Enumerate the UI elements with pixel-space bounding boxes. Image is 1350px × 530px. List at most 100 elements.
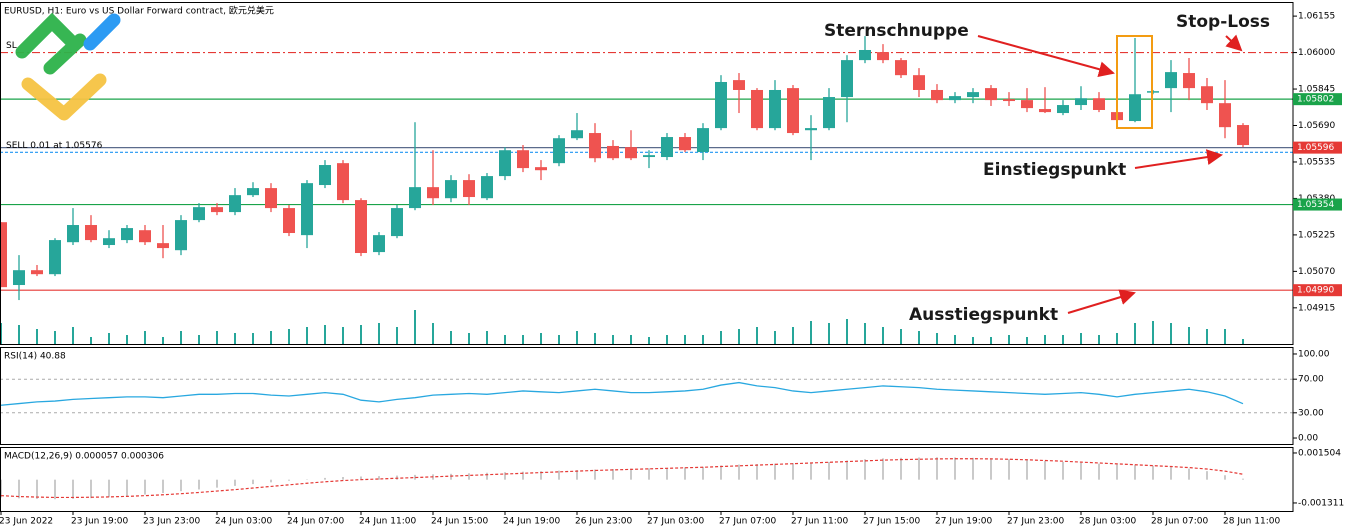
annotation: Sternschnuppe [824, 21, 969, 41]
candle-body [463, 180, 475, 198]
panel-title: MACD(12,26,9) 0.000057 0.000306 [4, 452, 164, 462]
x-tick-label: 23 Jun 19:00 [71, 517, 128, 527]
volume-bar [648, 337, 650, 345]
candle-body [283, 208, 295, 234]
candle-body [0, 222, 7, 288]
volume-bar [378, 323, 380, 345]
candle-body [913, 75, 925, 90]
candle-body [1021, 100, 1033, 109]
y-tick-label: 70.00 [1298, 375, 1324, 385]
x-tick-label: 28 Jun 03:00 [1079, 517, 1136, 527]
candle-body [949, 96, 961, 101]
x-tick-label: 27 Jun 19:00 [935, 517, 992, 527]
volume-bar [1134, 323, 1136, 345]
candle-body [139, 230, 151, 243]
volume-bar [972, 337, 974, 345]
volume-bar [612, 335, 614, 345]
annotation: Stop-Loss [1176, 12, 1270, 32]
candle-body [481, 176, 493, 199]
x-tick-label: 23 Jun 23:00 [143, 517, 200, 527]
candle-body [157, 243, 169, 249]
volume-bar [180, 331, 182, 345]
volume-bar [54, 331, 56, 345]
volume-bar [1098, 335, 1100, 345]
candle-body [1237, 125, 1249, 146]
volume-bar [36, 329, 38, 345]
volume-bar [1242, 339, 1244, 345]
candle-body [571, 130, 583, 139]
candle-body [1201, 86, 1213, 104]
x-tick-label: 23 Jun 2022 [0, 517, 53, 527]
y-tick-label: 1.04915 [1298, 303, 1335, 313]
volume-bar [486, 331, 488, 345]
candle-body [103, 238, 115, 246]
volume-bar [702, 335, 704, 345]
candle-body [445, 180, 457, 199]
candle-body [679, 137, 691, 151]
candle-body [715, 81, 727, 129]
x-tick-label: 24 Jun 11:00 [359, 517, 416, 527]
candle-body [121, 228, 133, 241]
volume-bar [342, 327, 344, 345]
volume-bar [468, 333, 470, 345]
candle-body [1057, 105, 1069, 114]
volume-bar [1170, 323, 1172, 345]
candle-body [373, 235, 385, 253]
candle-body [67, 225, 79, 243]
candle-body [769, 89, 781, 129]
volume-bar [864, 323, 866, 345]
candle-body [427, 187, 439, 199]
volume-bar [1206, 329, 1208, 345]
arrow [1225, 34, 1243, 52]
volume-bar [666, 335, 668, 345]
volume-bar [936, 333, 938, 345]
y-tick-label: 0.001504 [1298, 448, 1341, 458]
volume-bar [234, 333, 236, 345]
candle-body [697, 128, 709, 153]
candle-body [535, 167, 547, 171]
candle-body [841, 60, 853, 98]
x-tick-label: 27 Jun 07:00 [719, 517, 776, 527]
candle-body [733, 80, 745, 90]
candle-body [1093, 98, 1105, 110]
arrow [1067, 289, 1136, 314]
candle-body [661, 137, 673, 158]
volume-bar [1062, 335, 1064, 345]
candle-body [301, 183, 313, 236]
candle-body [823, 97, 835, 129]
candle-body [967, 92, 979, 98]
volume-bar [108, 333, 110, 345]
candle-body [265, 188, 277, 209]
volume-bar [1224, 329, 1226, 345]
volume-bar [576, 331, 578, 345]
y-tick-label: 1.06000 [1298, 48, 1335, 58]
candle-body [1039, 109, 1051, 113]
price-tag [1293, 198, 1342, 211]
arrows [977, 34, 1243, 314]
x-tick-label: 24 Jun 03:00 [215, 517, 272, 527]
volume-bar [594, 333, 596, 345]
volume-bar [144, 331, 146, 345]
price-tag [1293, 141, 1342, 154]
volume-bar [1044, 335, 1046, 345]
volume-bar [540, 333, 542, 345]
volume-bar [126, 335, 128, 345]
candle-body [517, 150, 529, 169]
panel-frame [0, 447, 1294, 512]
y-tick-label: 30.00 [1298, 408, 1324, 418]
volume-bar [954, 335, 956, 345]
volume-bar [1116, 333, 1118, 345]
panel-title: EURUSD, H1: Euro vs US Dollar Forward co… [4, 5, 274, 17]
y-tick-label: 1.05225 [1298, 230, 1335, 240]
volume-bar [720, 331, 722, 345]
candle-body [247, 188, 259, 196]
volume-bar [846, 319, 848, 345]
y-tick-label: 1.05690 [1298, 121, 1335, 131]
y-tick-label: 0.00 [1298, 434, 1318, 444]
panel-title: RSI(14) 40.88 [4, 352, 66, 362]
logo-green [15, 12, 79, 59]
arrow [977, 35, 1115, 78]
x-tick-label: 28 Jun 07:00 [1151, 517, 1208, 527]
volume-bar [918, 331, 920, 345]
